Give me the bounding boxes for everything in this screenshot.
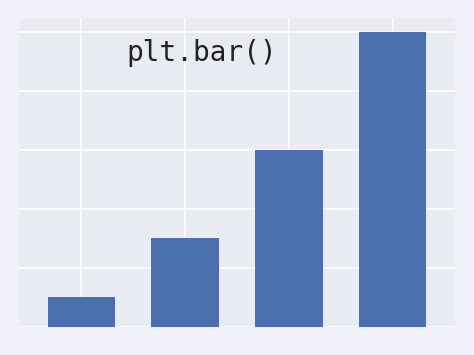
Bar [255, 150, 323, 327]
Bar [359, 32, 427, 327]
Bar [151, 238, 219, 327]
Text: plt.bar(): plt.bar() [127, 39, 277, 67]
Bar [47, 297, 115, 327]
